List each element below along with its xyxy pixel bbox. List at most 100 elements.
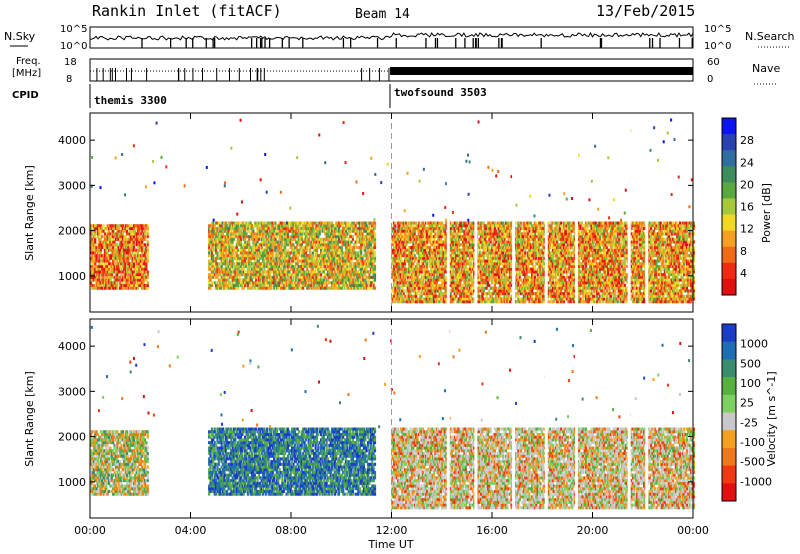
colorbar-segment: [722, 182, 736, 199]
velocity-x-axis: 00:00 04:00 08:00 12:00 16:00 20:00 00:00: [74, 113, 709, 537]
colorbar-tick-label: 4: [740, 267, 747, 280]
colorbar-tick-label: -100: [740, 436, 765, 449]
colorbar-segment: [722, 198, 736, 216]
colorbar-segment: [722, 341, 736, 360]
power-y-axis: 1000 2000 3000 4000: [58, 134, 693, 283]
velocity-cbar-label: Velocity [m s^-1]: [765, 371, 778, 466]
freq-trace: [90, 67, 693, 81]
power-ylabel: Slant Range [km]: [23, 165, 36, 261]
cpid-segment-2: twofsound 3503: [394, 86, 487, 99]
x-tick-label: 04:00: [175, 524, 207, 537]
cpid-segment-1: themis 3300: [94, 94, 167, 107]
colorbar-segment: [722, 230, 736, 248]
y-tick-label: 1000: [58, 270, 86, 283]
beam-label: Beam 14: [355, 7, 410, 22]
colorbar-tick-label: 12: [740, 223, 754, 236]
velocity-data: [90, 319, 695, 518]
nave-label: Nave: [752, 62, 780, 75]
data-gap: [544, 114, 548, 311]
colorbar-segment: [722, 447, 736, 467]
colorbar-tick-label: 1000: [740, 338, 768, 351]
colorbar-segment: [722, 278, 736, 296]
colorbar-segment: [722, 150, 736, 167]
colorbar-segment: [722, 394, 736, 413]
y-tick-label: 2000: [58, 431, 86, 444]
data-gap: [627, 320, 631, 517]
colorbar-segment: [722, 377, 736, 396]
nsearch-tick-bottom: 10^0: [704, 41, 731, 52]
cpid-row: CPID themis 3300 twofsound 3503: [12, 84, 487, 108]
nsky-label: N.Sky: [4, 30, 36, 43]
data-gap: [446, 114, 450, 311]
colorbar-frame: [721, 117, 737, 296]
nsky-trace: [89, 32, 694, 48]
power-colorbar: 4 8 12 16 20 24 28: [721, 117, 754, 296]
colorbar-segment: [722, 262, 736, 280]
y-tick-label: 2000: [58, 225, 86, 238]
y-tick-label: 1000: [58, 476, 86, 489]
data-gap: [512, 320, 516, 517]
colorbar-segment: [722, 359, 736, 378]
colorbar-tick-label: 8: [740, 245, 747, 258]
x-tick-label: 00:00: [677, 524, 709, 537]
velocity-ylabel: Slant Range [km]: [23, 371, 36, 467]
power-panel: 1000 2000 3000 4000 Slant Range [km] 4 8 12 16…: [23, 112, 773, 313]
nsky-tick-top: 10^5: [60, 24, 87, 35]
freq-tick-bottom: 8: [66, 74, 72, 85]
power-cbar-label: Power [dB]: [760, 183, 773, 243]
colorbar-tick-label: 20: [740, 178, 754, 191]
power-data: [90, 113, 695, 312]
freq-panel: Freq. [MHz] 18 8 60 0 Nave: [12, 56, 780, 85]
data-gap: [574, 320, 578, 517]
freq-dense-block: [390, 67, 693, 75]
colorbar-segment: [722, 118, 736, 135]
date-label: 13/Feb/2015: [596, 2, 695, 20]
x-tick-label: 20:00: [577, 524, 609, 537]
colorbar-segment: [722, 324, 736, 343]
freq-unit: [MHz]: [12, 68, 41, 79]
velocity-y-axis: 1000 2000 3000 4000: [58, 340, 693, 489]
colorbar-tick-label: -25: [740, 416, 758, 429]
nsky-line: [89, 32, 694, 41]
data-gap: [474, 114, 478, 311]
nave-tick-top: 60: [707, 57, 720, 68]
colorbar-segment: [722, 412, 736, 431]
colorbar-tick-label: -500: [740, 456, 765, 469]
data-gap: [645, 320, 649, 517]
data-gap: [512, 114, 516, 311]
colorbar-tick-label: 24: [740, 156, 754, 169]
colorbar-frame: [721, 323, 737, 502]
y-tick-label: 4000: [58, 340, 86, 353]
colorbar-tick-label: 28: [740, 134, 754, 147]
y-tick-label: 3000: [58, 179, 86, 192]
colorbar-segment: [722, 166, 736, 183]
colorbar-tick-label: 16: [740, 201, 754, 214]
plot-title: Rankin Inlet (fitACF): [92, 2, 282, 20]
data-gap: [645, 114, 649, 311]
colorbar-segment: [722, 134, 736, 151]
colorbar-segment: [722, 483, 736, 502]
y-tick-label: 3000: [58, 385, 86, 398]
y-tick-label: 4000: [58, 134, 86, 147]
data-gap: [627, 114, 631, 311]
data-gap: [474, 320, 478, 517]
colorbar-tick-label: 25: [740, 397, 754, 410]
colorbar-segment: [722, 246, 736, 264]
colorbar-tick-label: 100: [740, 377, 761, 390]
x-tick-label: 16:00: [476, 524, 508, 537]
x-tick-label: 08:00: [275, 524, 307, 537]
cpid-label: CPID: [12, 90, 39, 101]
colorbar-segment: [722, 430, 736, 449]
data-gap: [446, 320, 450, 517]
colorbar-tick-label: 500: [740, 357, 761, 370]
time-axis-label: Time UT: [367, 538, 413, 551]
freq-label: Freq.: [16, 56, 41, 67]
nave-tick-bottom: 0: [707, 74, 713, 85]
nsky-panel: N.Sky 10^5 10^0 10^5 10^0 N.Search: [4, 24, 795, 52]
data-gap: [544, 320, 548, 517]
colorbar-segment: [722, 214, 736, 232]
nsky-tick-bottom: 10^0: [60, 41, 87, 52]
colorbar-tick-label: -1000: [740, 475, 772, 488]
velocity-colorbar: 1000 500 100 25 -25 -100 -500 -1000: [721, 323, 772, 502]
